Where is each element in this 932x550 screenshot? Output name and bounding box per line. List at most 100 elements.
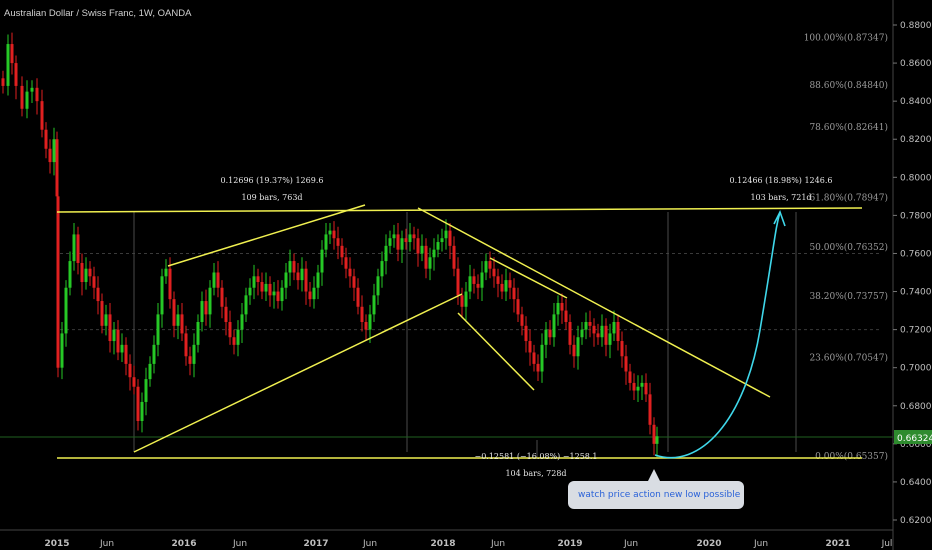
candle-body bbox=[196, 322, 200, 345]
candle-body bbox=[320, 249, 324, 273]
candle-body bbox=[76, 234, 80, 263]
candle-body bbox=[516, 299, 520, 315]
x-tick-label: Jun bbox=[232, 539, 247, 549]
candle-body bbox=[272, 291, 276, 296]
candle-body bbox=[280, 287, 284, 302]
candle-body bbox=[200, 301, 204, 322]
candle-body bbox=[584, 322, 588, 330]
x-tick-label: 2018 bbox=[430, 539, 455, 549]
candle-body bbox=[512, 287, 516, 300]
candle-body bbox=[308, 291, 312, 300]
candle-body bbox=[1, 78, 5, 86]
candle-body bbox=[488, 261, 492, 269]
candle-body bbox=[460, 295, 464, 307]
candle-body bbox=[55, 139, 59, 197]
measurement-line2: 104 bars, 728d bbox=[505, 469, 566, 478]
projection-curve bbox=[654, 211, 781, 459]
candle-body bbox=[508, 280, 512, 288]
candle-body bbox=[88, 268, 92, 277]
x-tick-label: Jun bbox=[99, 539, 114, 549]
fib-level-label: 100.00%(0.87347) bbox=[804, 32, 888, 43]
candle-body bbox=[608, 333, 612, 345]
candle-body bbox=[640, 382, 644, 387]
x-tick-label: Jun bbox=[753, 539, 768, 549]
candle-body bbox=[132, 377, 136, 387]
candle-body bbox=[384, 245, 388, 262]
candle-body bbox=[468, 276, 472, 292]
candle-body bbox=[208, 287, 212, 315]
candle-body bbox=[416, 238, 420, 254]
candle-body bbox=[652, 424, 656, 444]
candle-body bbox=[388, 238, 392, 246]
candle-body bbox=[552, 314, 556, 338]
candle-body bbox=[108, 314, 112, 342]
candle-body bbox=[10, 44, 14, 64]
candle-body bbox=[372, 295, 376, 315]
candle-body bbox=[30, 87, 34, 92]
fib-level-label: 78.60%(0.82641) bbox=[809, 122, 888, 133]
candle-body bbox=[284, 272, 288, 288]
candle-body bbox=[144, 379, 148, 402]
candle-body bbox=[528, 341, 532, 353]
candle-body bbox=[268, 283, 272, 296]
candle-body bbox=[176, 314, 180, 326]
fib-level-label: 23.60%(0.70547) bbox=[809, 352, 888, 363]
trendline bbox=[133, 293, 463, 453]
candle-body bbox=[64, 287, 68, 334]
candle-body bbox=[216, 272, 220, 288]
candle-body bbox=[556, 302, 560, 315]
candle-body bbox=[244, 295, 248, 315]
candle-body bbox=[35, 87, 39, 102]
price-tag-label: 0.66324 bbox=[897, 434, 932, 444]
candle-body bbox=[48, 148, 52, 163]
candle-body bbox=[520, 314, 524, 326]
candle-body bbox=[124, 344, 128, 364]
candle-body bbox=[25, 91, 29, 109]
candle-body bbox=[504, 280, 508, 292]
candle-body bbox=[524, 325, 528, 342]
note-callout[interactable]: watch price action new low possible bbox=[568, 481, 744, 509]
y-tick-label: 0.62000 bbox=[900, 516, 932, 526]
trendline bbox=[417, 207, 771, 398]
candle-body bbox=[212, 272, 216, 288]
measurement-line1: 0.12696 (19.37%) 1269.6 bbox=[221, 176, 324, 185]
candle-body bbox=[236, 329, 240, 345]
candle-body bbox=[204, 301, 208, 315]
candle-body bbox=[6, 44, 10, 86]
x-tick-label: 2021 bbox=[825, 539, 850, 549]
candle-body bbox=[564, 310, 568, 322]
candle-body bbox=[256, 276, 260, 283]
candle-body bbox=[376, 276, 380, 296]
measurement-line2: 109 bars, 763d bbox=[241, 193, 302, 202]
candle-body bbox=[220, 287, 224, 307]
candle-body bbox=[480, 272, 484, 288]
candle-body bbox=[80, 262, 84, 283]
candle-body bbox=[112, 329, 116, 342]
candle-body bbox=[464, 291, 468, 307]
measurement-line1: 0.12466 (18.98%) 1246.6 bbox=[730, 176, 833, 185]
candle-body bbox=[636, 386, 640, 391]
fib-level-label: 38.20%(0.73757) bbox=[809, 291, 888, 302]
candle-body bbox=[452, 245, 456, 269]
candle-body bbox=[540, 344, 544, 372]
candle-body bbox=[44, 129, 48, 149]
chart-title: Australian Dollar / Swiss Franc, 1W, OAN… bbox=[4, 8, 192, 19]
candle-body bbox=[448, 230, 452, 246]
candle-body bbox=[288, 261, 292, 273]
candle-body bbox=[84, 268, 88, 283]
candle-body bbox=[655, 436, 659, 444]
candle-body bbox=[148, 363, 152, 380]
candle-body bbox=[20, 85, 24, 109]
candle-body bbox=[128, 363, 132, 378]
x-tick-label: Jul bbox=[881, 539, 893, 549]
trendline bbox=[489, 257, 568, 299]
candle-body bbox=[484, 261, 488, 273]
